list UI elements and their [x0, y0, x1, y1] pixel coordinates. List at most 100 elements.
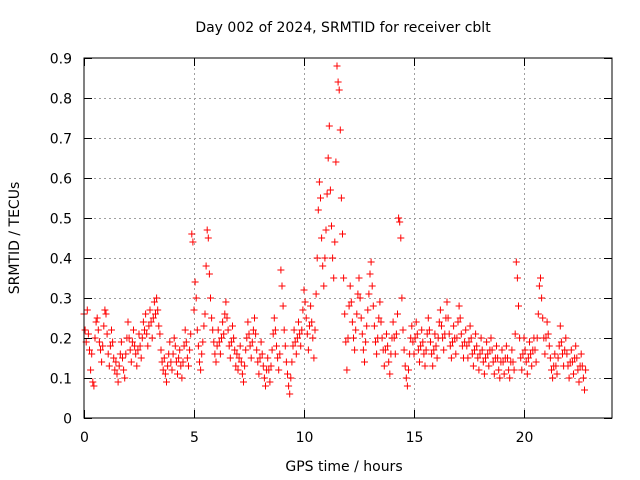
data-point [297, 342, 305, 350]
data-point [449, 338, 456, 346]
data-point [81, 326, 89, 334]
data-point [97, 346, 104, 354]
data-point [133, 362, 141, 370]
data-point [266, 378, 274, 386]
data-point [93, 314, 101, 322]
data-point [110, 354, 118, 362]
data-point [291, 338, 299, 346]
data-point [410, 350, 418, 358]
data-point [317, 194, 324, 202]
data-point [414, 346, 422, 354]
data-point [112, 358, 120, 366]
data-point [553, 370, 561, 378]
data-point [215, 338, 223, 346]
data-point [212, 358, 220, 366]
data-point [216, 350, 224, 358]
data-point [527, 350, 535, 358]
data-point [394, 310, 401, 318]
data-point [484, 350, 492, 358]
data-point [248, 338, 256, 346]
data-point [563, 350, 571, 358]
data-point [163, 378, 170, 386]
data-point [348, 318, 356, 326]
data-point [314, 206, 322, 214]
data-point [170, 334, 178, 342]
data-point [158, 358, 166, 366]
data-point [545, 342, 553, 350]
data-point [189, 238, 197, 246]
data-point [285, 382, 293, 390]
data-point [538, 294, 546, 302]
data-point [293, 334, 301, 342]
data-point [279, 302, 287, 310]
data-point [515, 302, 522, 310]
data-point [243, 334, 251, 342]
data-point [482, 354, 489, 362]
data-point [568, 358, 576, 366]
y-tick-label: 0.2 [50, 332, 72, 348]
data-point [341, 310, 349, 318]
data-point [334, 78, 342, 86]
data-point [554, 354, 562, 362]
data-point [136, 342, 144, 350]
data-point [423, 330, 431, 338]
data-point [275, 366, 283, 374]
data-point [477, 334, 485, 342]
data-point [573, 354, 581, 362]
data-point [390, 334, 398, 342]
data-point [269, 330, 277, 338]
data-point [476, 350, 484, 358]
data-point [197, 366, 205, 374]
data-point [395, 214, 403, 222]
data-point [548, 366, 555, 374]
data-point [375, 314, 383, 322]
data-point [403, 382, 411, 390]
data-point [499, 358, 507, 366]
data-point [531, 346, 539, 354]
data-point [353, 310, 361, 318]
data-point [418, 326, 426, 334]
data-point [517, 354, 525, 362]
data-point [296, 330, 304, 338]
data-point [104, 350, 112, 358]
data-point [234, 366, 242, 374]
data-point [474, 354, 482, 362]
y-tick-label: 0 [63, 412, 72, 428]
data-point [128, 338, 136, 346]
data-point [328, 222, 335, 230]
data-point [561, 346, 569, 354]
data-point [153, 294, 161, 302]
data-point [408, 322, 416, 330]
data-point [322, 226, 330, 234]
data-point [111, 366, 119, 374]
data-point [134, 346, 142, 354]
data-point [315, 178, 323, 186]
data-point [219, 318, 227, 326]
x-tick-label: 20 [516, 430, 534, 446]
data-point [181, 326, 189, 334]
data-point [400, 346, 408, 354]
data-point [290, 326, 298, 334]
data-point [462, 326, 470, 334]
data-point [422, 346, 430, 354]
data-point [257, 338, 265, 346]
data-point [439, 334, 447, 342]
data-point [396, 218, 404, 226]
data-point [114, 378, 122, 386]
data-point [319, 262, 327, 270]
data-point [287, 374, 295, 382]
data-point [384, 342, 392, 350]
data-point [185, 362, 192, 370]
data-point [465, 338, 473, 346]
data-point [302, 314, 310, 322]
data-point [320, 282, 328, 290]
data-point [161, 370, 169, 378]
data-point [581, 386, 588, 394]
data-point [141, 326, 148, 334]
data-point [100, 322, 108, 330]
chart-title: Day 002 of 2024, SRMTID for receiver cbl… [195, 20, 491, 36]
data-point [310, 354, 318, 362]
data-point [385, 358, 393, 366]
data-point [367, 258, 375, 266]
data-point [103, 330, 111, 338]
